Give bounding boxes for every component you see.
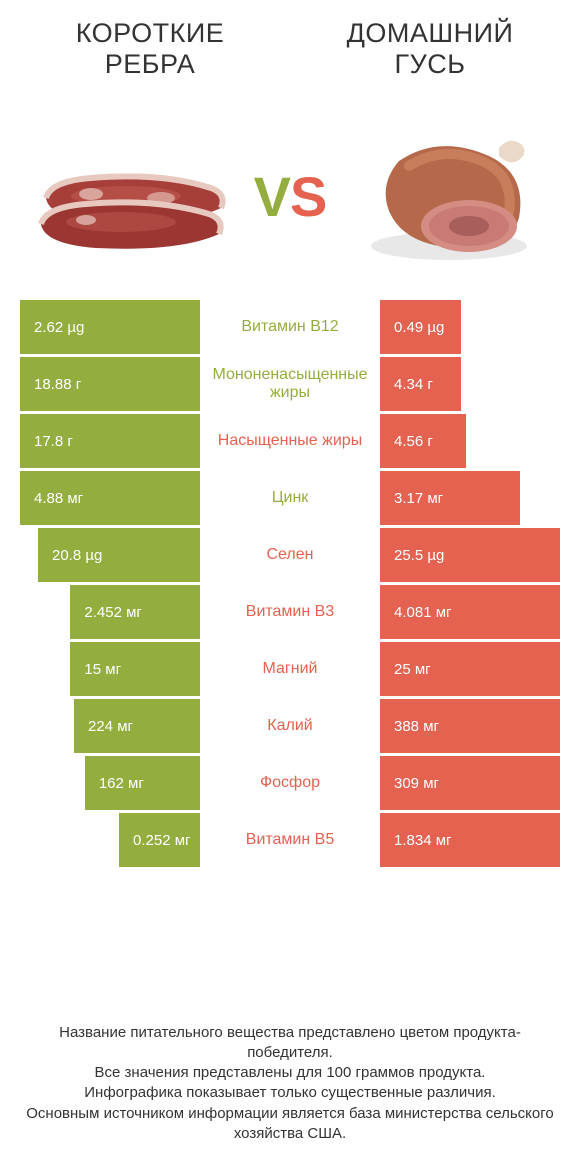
right-bar-container: 1.834 мг	[380, 813, 560, 867]
footnote-line: Основным источником информации является …	[20, 1104, 560, 1145]
nutrient-label: Насыщенные жиры	[200, 414, 380, 468]
right-value: 4.081 мг	[380, 585, 560, 639]
footnotes: Название питательного вещества представл…	[0, 993, 580, 1174]
goose-meat-icon	[349, 126, 549, 266]
right-product-image	[332, 126, 566, 266]
left-value: 20.8 µg	[38, 528, 200, 582]
left-bar-container: 0.252 мг	[20, 813, 200, 867]
right-value: 25.5 µg	[380, 528, 560, 582]
footnote-line: Инфографика показывает только существенн…	[20, 1083, 560, 1103]
right-bar-container: 4.081 мг	[380, 585, 560, 639]
nutrient-label: Фосфор	[200, 756, 380, 810]
nutrient-label: Витамин B12	[200, 300, 380, 354]
right-value: 309 мг	[380, 756, 560, 810]
right-bar-container: 4.56 г	[380, 414, 560, 468]
table-row: 15 мгМагний25 мг	[20, 642, 560, 696]
right-bar-container: 25 мг	[380, 642, 560, 696]
table-row: 162 мгФосфор309 мг	[20, 756, 560, 810]
left-title: КОРОТКИЕ РЕБРА	[10, 18, 290, 80]
right-value: 3.17 мг	[380, 471, 520, 525]
vs-v: V	[254, 165, 290, 228]
infographic-root: КОРОТКИЕ РЕБРА ДОМАШНИЙ ГУСЬ	[0, 0, 580, 1174]
left-bar-container: 17.8 г	[20, 414, 200, 468]
vs-badge: VS	[248, 164, 333, 229]
left-bar-container: 2.452 мг	[20, 585, 200, 639]
nutrient-label: Витамин B3	[200, 585, 380, 639]
left-value: 2.452 мг	[70, 585, 200, 639]
left-bar-container: 20.8 µg	[20, 528, 200, 582]
left-title-line2: РЕБРА	[105, 49, 195, 79]
nutrient-label: Мононенасыщенные жиры	[200, 357, 380, 411]
nutrient-label: Магний	[200, 642, 380, 696]
left-bar-container: 224 мг	[20, 699, 200, 753]
right-value: 0.49 µg	[380, 300, 461, 354]
left-value: 224 мг	[74, 699, 200, 753]
left-value: 0.252 мг	[119, 813, 200, 867]
table-row: 17.8 гНасыщенные жиры4.56 г	[20, 414, 560, 468]
left-value: 15 мг	[70, 642, 200, 696]
left-bar-container: 15 мг	[20, 642, 200, 696]
left-bar-container: 18.88 г	[20, 357, 200, 411]
nutrient-label: Калий	[200, 699, 380, 753]
nutrient-label: Витамин B5	[200, 813, 380, 867]
right-value: 388 мг	[380, 699, 560, 753]
left-value: 18.88 г	[20, 357, 200, 411]
right-bar-container: 3.17 мг	[380, 471, 560, 525]
right-title: ДОМАШНИЙ ГУСЬ	[290, 18, 570, 80]
nutrient-label: Цинк	[200, 471, 380, 525]
footnote-line: Название питательного вещества представл…	[20, 1023, 560, 1064]
right-value: 4.34 г	[380, 357, 461, 411]
titles-row: КОРОТКИЕ РЕБРА ДОМАШНИЙ ГУСЬ	[0, 0, 580, 86]
left-value: 4.88 мг	[20, 471, 200, 525]
right-value: 1.834 мг	[380, 813, 560, 867]
hero-row: VS	[0, 86, 580, 296]
comparison-table: 2.62 µgВитамин B120.49 µg18.88 гМононена…	[0, 296, 580, 870]
short-ribs-icon	[31, 126, 231, 266]
right-bar-container: 25.5 µg	[380, 528, 560, 582]
left-bar-container: 162 мг	[20, 756, 200, 810]
table-row: 20.8 µgСелен25.5 µg	[20, 528, 560, 582]
table-row: 2.62 µgВитамин B120.49 µg	[20, 300, 560, 354]
right-title-line2: ГУСЬ	[395, 49, 466, 79]
right-title-line1: ДОМАШНИЙ	[347, 18, 514, 48]
right-bar-container: 309 мг	[380, 756, 560, 810]
left-value: 17.8 г	[20, 414, 200, 468]
left-title-line1: КОРОТКИЕ	[76, 18, 224, 48]
right-bar-container: 0.49 µg	[380, 300, 560, 354]
left-bar-container: 2.62 µg	[20, 300, 200, 354]
left-bar-container: 4.88 мг	[20, 471, 200, 525]
table-row: 224 мгКалий388 мг	[20, 699, 560, 753]
right-bar-container: 388 мг	[380, 699, 560, 753]
table-row: 2.452 мгВитамин B34.081 мг	[20, 585, 560, 639]
right-bar-container: 4.34 г	[380, 357, 560, 411]
nutrient-label: Селен	[200, 528, 380, 582]
left-value: 2.62 µg	[20, 300, 200, 354]
table-row: 0.252 мгВитамин B51.834 мг	[20, 813, 560, 867]
table-row: 4.88 мгЦинк3.17 мг	[20, 471, 560, 525]
right-value: 4.56 г	[380, 414, 466, 468]
left-product-image	[14, 126, 248, 266]
footnote-line: Все значения представлены для 100 граммо…	[20, 1063, 560, 1083]
right-value: 25 мг	[380, 642, 560, 696]
vs-s: S	[290, 165, 326, 228]
left-value: 162 мг	[85, 756, 200, 810]
table-row: 18.88 гМононенасыщенные жиры4.34 г	[20, 357, 560, 411]
